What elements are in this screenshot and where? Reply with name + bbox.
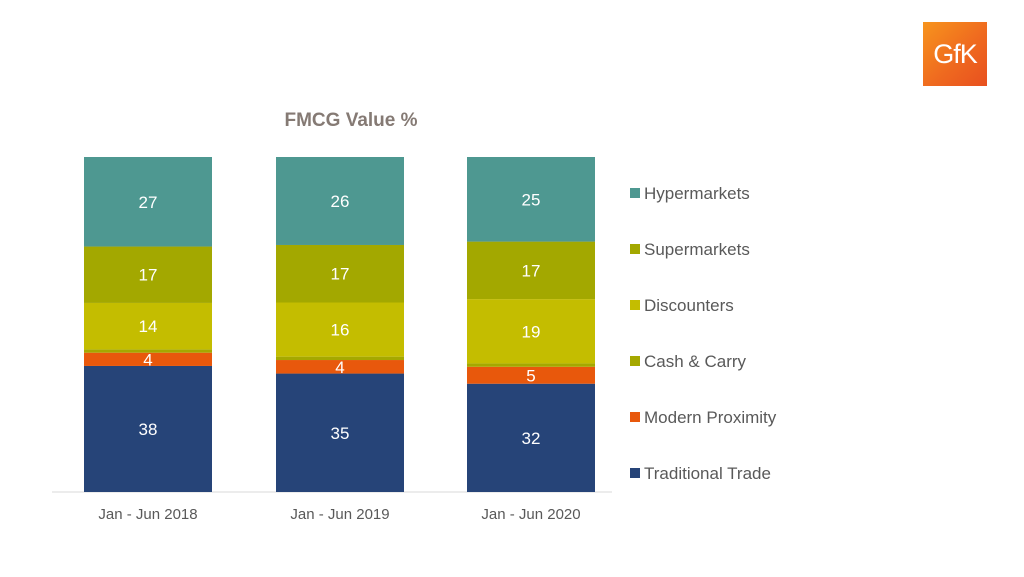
legend-entry: Supermarkets xyxy=(644,240,750,259)
legend-entry: Cash & Carry xyxy=(644,352,747,371)
data-label: 14 xyxy=(139,317,158,336)
legend-swatch xyxy=(630,412,640,422)
bar-segment-traditional-trade-1 xyxy=(276,373,404,492)
data-label: 26 xyxy=(331,192,350,211)
legend-entry: Discounters xyxy=(644,296,734,315)
bar-segment-discounters-2 xyxy=(467,299,595,364)
bar-segment-hypermarkets-0 xyxy=(84,157,212,247)
x-tick-label: Jan - Jun 2020 xyxy=(481,506,580,523)
data-label: 38 xyxy=(139,420,158,439)
bar-segment-discounters-0 xyxy=(84,302,212,350)
logo-text: GfK xyxy=(933,38,978,69)
data-label: 35 xyxy=(331,424,350,443)
bar-segment-cash-carry-2 xyxy=(467,363,595,367)
bars-group: 38 4 14 17 27 Jan - Jun 2018 35 4 16 17 26 Jan - Ju… xyxy=(84,157,595,523)
data-label: 17 xyxy=(331,265,350,284)
data-label: 4 xyxy=(143,350,152,369)
x-tick-label: Jan - Jun 2018 xyxy=(98,506,197,523)
bar-segment-supermarkets-1 xyxy=(276,244,404,303)
data-label: 27 xyxy=(139,193,158,212)
bar-segment-discounters-1 xyxy=(276,302,404,357)
legend-swatch xyxy=(630,300,640,310)
data-label: 32 xyxy=(522,429,541,448)
bar-segment-supermarkets-2 xyxy=(467,241,595,300)
legend-entry: Traditional Trade xyxy=(644,464,771,483)
data-label: 5 xyxy=(526,366,535,385)
bar-segment-traditional-trade-0 xyxy=(84,365,212,492)
bar-segment-supermarkets-0 xyxy=(84,246,212,303)
legend-entry: Modern Proximity xyxy=(644,408,777,427)
legend-swatch xyxy=(630,356,640,366)
gfk-logo: GfK xyxy=(923,22,987,86)
chart-title: FMCG Value % xyxy=(284,110,417,131)
bar-segment-hypermarkets-2 xyxy=(467,157,595,242)
legend-entry: Hypermarkets xyxy=(644,184,750,203)
legend-swatch xyxy=(630,188,640,198)
bar-segment-modern-proximity-0 xyxy=(84,352,212,366)
legend-swatch xyxy=(630,244,640,254)
bar-segment-modern-proximity-2 xyxy=(467,366,595,384)
data-label: 19 xyxy=(522,322,541,341)
data-label: 17 xyxy=(139,266,158,285)
legend: Hypermarkets Supermarkets Discounters Cash … xyxy=(630,184,777,483)
bar-segment-modern-proximity-1 xyxy=(276,360,404,374)
legend-swatch xyxy=(630,468,640,478)
data-label: 16 xyxy=(331,321,350,340)
data-label: 4 xyxy=(335,358,344,377)
bar-segment-hypermarkets-1 xyxy=(276,157,404,245)
x-tick-label: Jan - Jun 2019 xyxy=(290,506,389,523)
data-label: 25 xyxy=(522,190,541,209)
bar-segment-cash-carry-0 xyxy=(84,349,212,353)
data-label: 17 xyxy=(522,261,541,280)
bar-segment-cash-carry-1 xyxy=(276,356,404,361)
bar-segment-traditional-trade-2 xyxy=(467,383,595,492)
